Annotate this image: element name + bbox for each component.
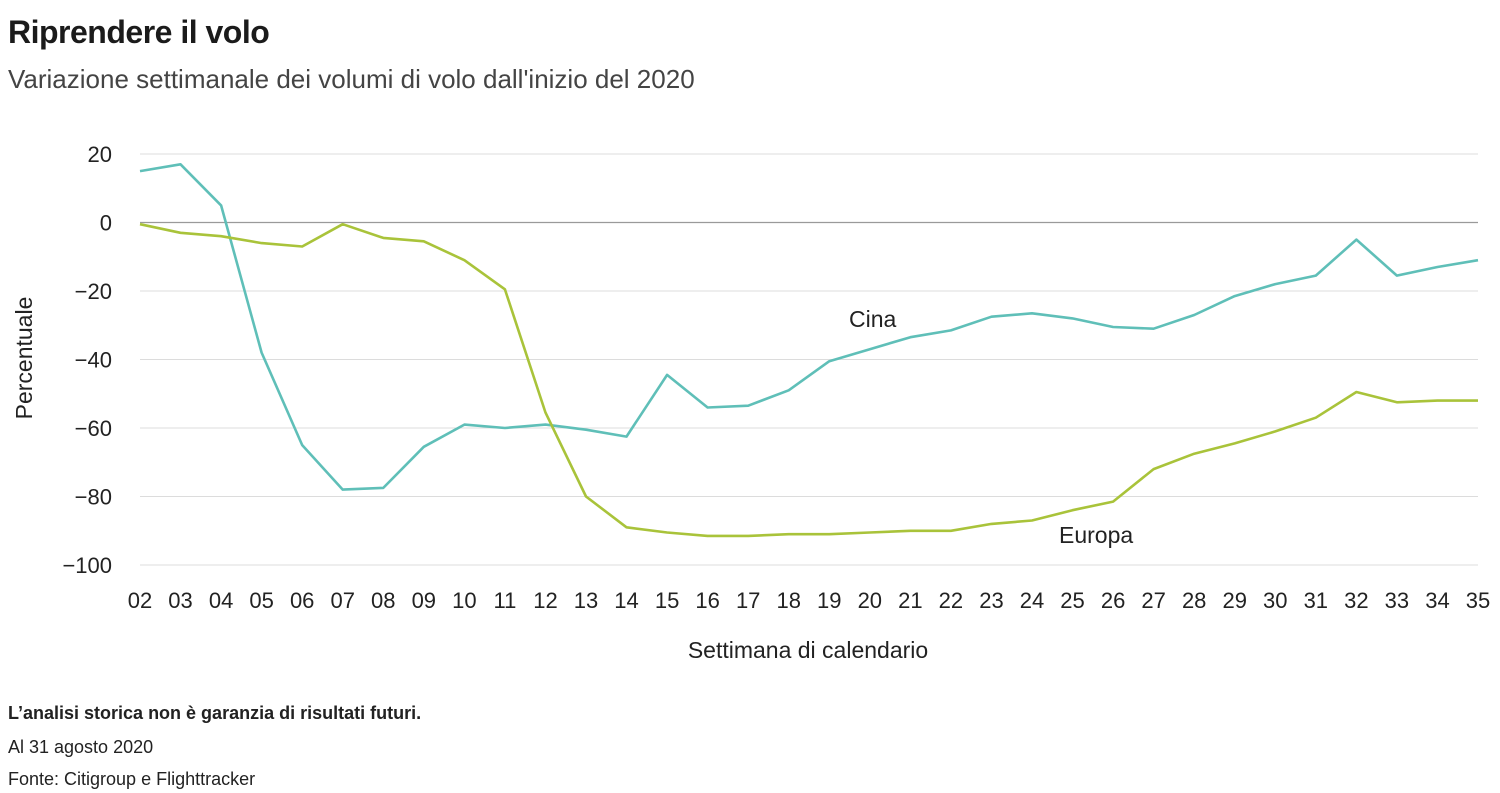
x-tick-label: 26 <box>1101 588 1125 613</box>
x-tick-label: 09 <box>412 588 436 613</box>
x-tick-label: 22 <box>939 588 963 613</box>
x-tick-label: 18 <box>776 588 800 613</box>
x-tick-label: 08 <box>371 588 395 613</box>
x-axis-ticks: 02 03 04 05 06 07 08 09 10 11 12 13 14 15 16 17 18 19 20 21… <box>128 588 1490 613</box>
chart-title: Riprendere il volo <box>8 14 270 50</box>
source-note: Fonte: Citigroup e Flighttracker <box>8 769 256 789</box>
y-tick-label: 0 <box>100 211 112 236</box>
x-tick-label: 19 <box>817 588 841 613</box>
y-tick-label: 20 <box>88 142 112 167</box>
x-tick-label: 07 <box>330 588 354 613</box>
series-label-cina: Cina <box>849 306 897 332</box>
y-axis-label: Percentuale <box>11 297 37 420</box>
x-axis-label: Settimana di calendario <box>688 637 928 663</box>
x-tick-label: 29 <box>1222 588 1246 613</box>
x-tick-label: 16 <box>695 588 719 613</box>
y-tick-label: −20 <box>75 279 112 304</box>
line-chart: 20 0 −20 −40 −60 −80 −100 02 03 04 05 06 07 08 09 10 11… <box>11 142 1490 663</box>
x-tick-label: 33 <box>1385 588 1409 613</box>
x-tick-label: 28 <box>1182 588 1206 613</box>
x-tick-label: 04 <box>209 588 233 613</box>
date-note: Al 31 agosto 2020 <box>8 737 154 757</box>
x-tick-label: 30 <box>1263 588 1287 613</box>
series-label-europa: Europa <box>1059 522 1133 548</box>
x-tick-label: 15 <box>655 588 679 613</box>
x-tick-label: 10 <box>452 588 476 613</box>
y-tick-label: −80 <box>75 485 112 510</box>
x-tick-label: 21 <box>898 588 922 613</box>
y-tick-label: −40 <box>75 348 112 373</box>
x-tick-label: 02 <box>128 588 152 613</box>
series-line-cina <box>139 163 1479 491</box>
gridlines <box>140 153 1478 566</box>
x-tick-label: 34 <box>1425 588 1449 613</box>
x-tick-label: 14 <box>614 588 638 613</box>
chart-subtitle: Variazione settimanale dei volumi di vol… <box>8 64 695 94</box>
x-tick-label: 35 <box>1466 588 1490 613</box>
x-tick-label: 11 <box>493 588 516 613</box>
x-tick-label: 27 <box>1141 588 1165 613</box>
x-tick-label: 24 <box>1020 588 1044 613</box>
x-tick-label: 20 <box>858 588 882 613</box>
x-tick-label: 12 <box>533 588 557 613</box>
x-tick-label: 03 <box>168 588 192 613</box>
series-lines <box>139 163 1479 538</box>
y-tick-label: −60 <box>75 416 112 441</box>
x-tick-label: 25 <box>1060 588 1084 613</box>
x-tick-label: 05 <box>249 588 273 613</box>
x-tick-label: 06 <box>290 588 314 613</box>
x-tick-label: 13 <box>574 588 598 613</box>
disclaimer-note: L’analisi storica non è garanzia di risu… <box>8 703 422 723</box>
series-line-europa <box>139 222 1478 538</box>
x-tick-label: 31 <box>1304 588 1328 613</box>
y-axis-ticks: 20 0 −20 −40 −60 −80 −100 <box>62 142 112 578</box>
x-tick-label: 17 <box>736 588 760 613</box>
x-tick-label: 23 <box>979 588 1003 613</box>
x-tick-label: 32 <box>1344 588 1368 613</box>
y-tick-label: −100 <box>62 553 112 578</box>
